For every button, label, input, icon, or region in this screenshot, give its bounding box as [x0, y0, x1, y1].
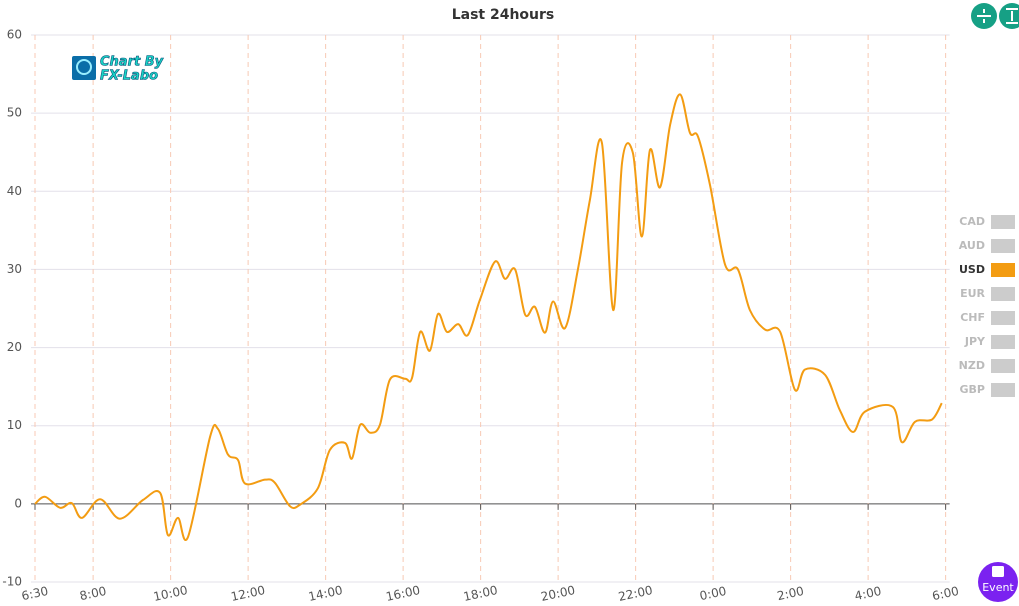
x-tick-label: 14:00 — [307, 583, 344, 604]
x-tick-label: 8:00 — [78, 584, 107, 603]
legend-label[interactable]: AUD — [959, 239, 985, 252]
y-tick-label: -10 — [2, 575, 22, 589]
plot: -10 0 10 20 30 40 50 60 6:30 8:00 10:00 12:00 14:00 1… — [2, 28, 1015, 604]
toolbar — [971, 3, 1019, 29]
x-tick-label: 22:00 — [617, 583, 654, 604]
legend-label[interactable]: JPY — [964, 335, 986, 348]
x-tick-label: 6:00 — [931, 584, 960, 603]
legend-label[interactable]: USD — [959, 263, 985, 276]
legend-swatch[interactable] — [991, 287, 1015, 301]
y-tick-label: 20 — [7, 340, 22, 354]
logo-icon — [76, 59, 92, 75]
y-tick-label: 40 — [7, 184, 22, 198]
y-tick-label: 30 — [7, 262, 22, 276]
x-tick-label: 0:00 — [698, 584, 727, 603]
legend-label[interactable]: CHF — [960, 311, 985, 324]
legend-swatch[interactable] — [991, 263, 1015, 277]
x-tick-label: 10:00 — [152, 583, 189, 604]
legend-swatch[interactable] — [991, 383, 1015, 397]
icon — [1006, 8, 1018, 24]
x-tick-label: 16:00 — [385, 583, 422, 604]
x-tick-label: 6:30 — [20, 584, 49, 603]
x-tick-label: 2:00 — [776, 584, 805, 603]
legend-label[interactable]: CAD — [959, 215, 985, 228]
expand-button[interactable] — [999, 3, 1019, 29]
chart-title: Last 24hours — [452, 7, 555, 23]
x-tick-label: 12:00 — [230, 583, 267, 604]
legend-swatch[interactable] — [991, 359, 1015, 373]
logo-text: Chart By — [100, 55, 164, 70]
legend-label[interactable]: GBP — [960, 383, 985, 396]
calendar-icon — [992, 566, 1004, 577]
legend-swatch[interactable] — [991, 335, 1015, 349]
event-label[interactable]: Event — [982, 581, 1014, 594]
logo: Chart By FX-Labo — [72, 54, 164, 84]
event-button[interactable]: Event — [978, 562, 1018, 602]
x-tick-label: 20:00 — [540, 583, 577, 604]
legend-swatch[interactable] — [991, 311, 1015, 325]
legend-label[interactable]: EUR — [960, 287, 985, 300]
legend-swatch[interactable] — [991, 215, 1015, 229]
y-tick-label: 50 — [7, 106, 22, 120]
x-tick-label: 4:00 — [853, 584, 882, 603]
legend-label[interactable]: NZD — [959, 359, 985, 372]
icon — [977, 9, 991, 23]
y-tick-label: 60 — [7, 28, 22, 42]
x-tick-label: 18:00 — [462, 583, 499, 604]
line — [34, 93, 943, 541]
y-tick-label: 10 — [7, 418, 22, 432]
logo-text: FX-Labo — [100, 69, 158, 84]
y-tick-label: 0 — [14, 496, 22, 510]
legend-swatch[interactable] — [991, 239, 1015, 253]
event-button-bg[interactable] — [978, 562, 1018, 602]
